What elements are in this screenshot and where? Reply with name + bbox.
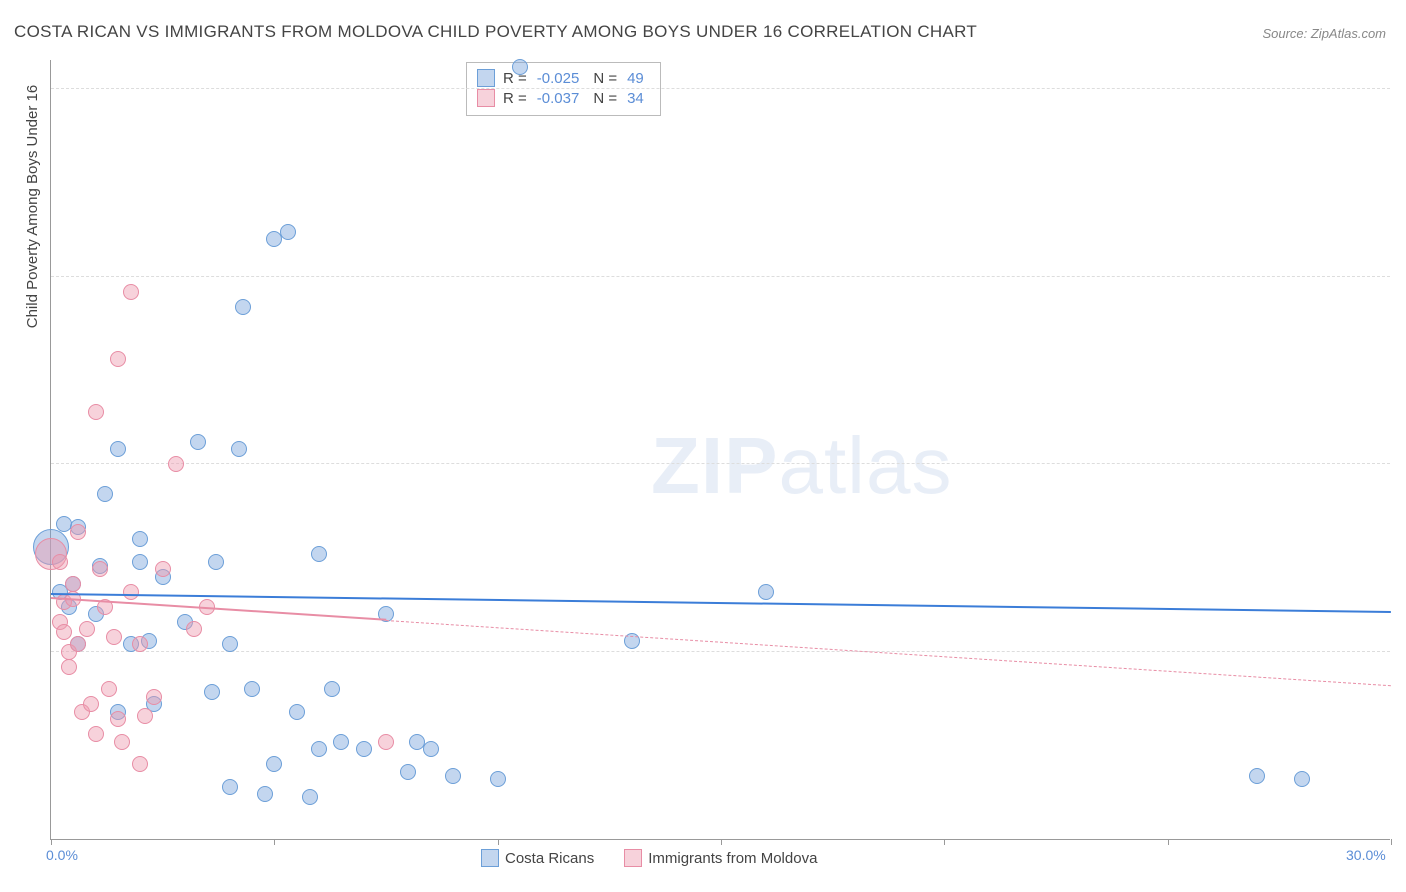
data-point [110,351,126,367]
gridline-h [51,88,1390,89]
gridline-h [51,463,1390,464]
data-point [61,659,77,675]
r-value: -0.025 [537,70,580,87]
x-tick-mark [1168,839,1169,845]
data-point [512,59,528,75]
legend-swatch [477,69,495,87]
n-label: N = [593,70,617,87]
data-point [280,224,296,240]
legend-swatch [477,89,495,107]
r-value: -0.037 [537,90,580,107]
data-point [289,704,305,720]
data-point [79,621,95,637]
data-point [132,554,148,570]
data-point [110,441,126,457]
data-point [222,636,238,652]
data-point [758,584,774,600]
y-axis-label: Child Poverty Among Boys Under 16 [24,85,41,328]
data-point [190,434,206,450]
legend-label: Costa Ricans [505,850,594,867]
data-point [400,764,416,780]
data-point [123,284,139,300]
data-point [266,756,282,772]
n-value: 34 [627,90,644,107]
data-point [311,741,327,757]
data-point [155,561,171,577]
data-point [208,554,224,570]
data-point [231,441,247,457]
data-point [490,771,506,787]
data-point [88,726,104,742]
data-point [302,789,318,805]
gridline-h [51,651,1390,652]
data-point [101,681,117,697]
data-point [311,546,327,562]
legend-series: Costa Ricans Immigrants from Moldova [481,849,817,867]
data-point [65,576,81,592]
data-point [324,681,340,697]
x-tick-label: 30.0% [1346,847,1347,863]
data-point [423,741,439,757]
data-point [88,404,104,420]
legend-swatch [624,849,642,867]
data-point [1249,768,1265,784]
data-point [222,779,238,795]
legend-swatch [481,849,499,867]
data-point [244,681,260,697]
data-point [333,734,349,750]
data-point [257,786,273,802]
data-point [56,624,72,640]
x-tick-mark [274,839,275,845]
data-point [186,621,202,637]
regression-line [386,620,1391,686]
x-tick-mark [944,839,945,845]
x-tick-mark [1391,839,1392,845]
data-point [114,734,130,750]
data-point [132,531,148,547]
data-point [378,734,394,750]
chart-title: COSTA RICAN VS IMMIGRANTS FROM MOLDOVA C… [14,22,977,42]
x-tick-mark [51,839,52,845]
data-point [70,636,86,652]
data-point [168,456,184,472]
data-point [356,741,372,757]
data-point [137,708,153,724]
legend-item: Costa Ricans [481,849,594,867]
legend-label: Immigrants from Moldova [648,850,817,867]
legend-stat-row: R =-0.025N =49 [477,69,650,87]
data-point [92,561,108,577]
data-point [204,684,220,700]
data-point [123,584,139,600]
data-point [235,299,251,315]
legend-item: Immigrants from Moldova [624,849,817,867]
source-label: Source: ZipAtlas.com [1262,26,1386,41]
data-point [445,768,461,784]
legend-stats: R = -0.025 N = 49 R = -0.037 N = 34 [466,62,661,116]
data-point [132,756,148,772]
data-point [106,629,122,645]
x-tick-mark [498,839,499,845]
data-point [146,689,162,705]
data-point [1294,771,1310,787]
plot-area: ZIPatlas R =-0.025N =49R =-0.037N =34 Co… [50,60,1390,840]
x-tick-mark [721,839,722,845]
data-point [97,486,113,502]
watermark: ZIPatlas [651,420,952,512]
data-point [132,636,148,652]
data-point [52,554,68,570]
data-point [70,524,86,540]
data-point [83,696,99,712]
r-label: R = [503,90,527,107]
gridline-h [51,276,1390,277]
x-tick-label: 0.0% [46,847,47,863]
data-point [110,711,126,727]
legend-stat-row: R = -0.037 N = 34 [477,89,650,107]
n-value: 49 [627,70,644,87]
n-label: N = [593,90,617,107]
